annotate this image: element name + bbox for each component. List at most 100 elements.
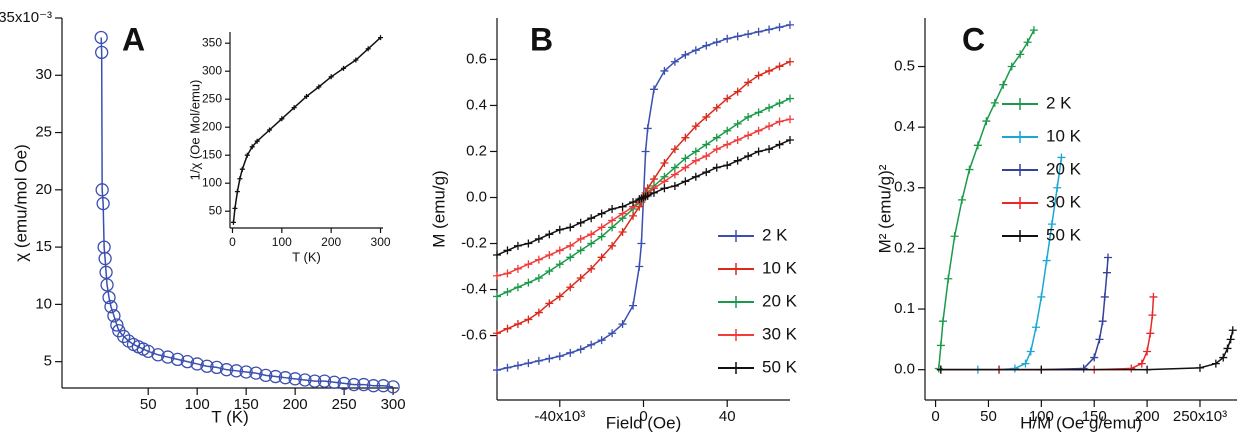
data-point [1103, 253, 1112, 262]
data-point [597, 223, 606, 232]
data-point [534, 356, 543, 365]
data-point [1195, 363, 1204, 372]
data-point [936, 365, 945, 374]
data-point [702, 41, 711, 50]
legend-label: 2 K [762, 225, 788, 244]
y-tick-label: -0.6 [461, 327, 487, 344]
data-point [754, 126, 763, 135]
legend-label: 50 K [1046, 225, 1082, 244]
data-point [754, 71, 763, 80]
data-point [278, 371, 292, 385]
data-point [744, 131, 753, 140]
data-point [259, 368, 273, 383]
data-point [317, 374, 332, 388]
data-point [990, 98, 999, 107]
legend-label: 30 K [1046, 192, 1082, 211]
data-point [110, 318, 124, 332]
data-point [1146, 329, 1155, 338]
data-point [1010, 364, 1019, 373]
y-tick-label: 25 [35, 124, 52, 141]
data-point [618, 320, 627, 329]
data-point [534, 308, 543, 317]
data-point [308, 374, 322, 388]
data-point [775, 62, 784, 71]
data-point [555, 225, 564, 234]
y-tick-label: 0.2 [894, 239, 915, 256]
panel-letter: A [122, 21, 145, 57]
data-point [587, 340, 596, 349]
data-point [670, 181, 679, 190]
data-point [100, 278, 114, 292]
x-tick-label: 150 [234, 396, 259, 413]
y-tick-label: 0.5 [894, 57, 915, 74]
data-point [279, 116, 285, 122]
data-point [712, 103, 721, 112]
data-point [999, 80, 1008, 89]
data-point [95, 45, 109, 60]
data-point [723, 94, 732, 103]
data-point [744, 30, 753, 39]
legend-label: 30 K [762, 324, 798, 343]
data-point [1057, 153, 1066, 162]
data-point [643, 124, 652, 133]
data-point [744, 112, 753, 121]
data-point [513, 241, 522, 250]
data-point [337, 376, 351, 391]
data-point [545, 267, 554, 276]
data-point [1029, 26, 1038, 35]
data-point [754, 27, 763, 36]
data-point [102, 290, 116, 305]
x-tick-label: 250 [332, 396, 357, 413]
data-point [637, 239, 646, 248]
plot-area [94, 30, 400, 394]
data-point [357, 377, 371, 392]
x-tick-label: 50 [140, 396, 157, 413]
data-point [775, 99, 784, 108]
data-point [1037, 365, 1046, 374]
data-point [786, 20, 794, 29]
data-point [545, 354, 554, 363]
data-point [744, 152, 753, 161]
x-tick-label: 150 [1082, 408, 1107, 425]
x-axis-label: Field (Oe) [606, 413, 682, 432]
data-point [268, 369, 283, 384]
data-point [608, 241, 617, 250]
data-point [587, 239, 596, 248]
data-point [597, 209, 606, 218]
data-point [608, 223, 617, 232]
data-point [597, 336, 606, 345]
data-point [1223, 344, 1232, 353]
plot-area [493, 20, 794, 375]
data-point [702, 168, 711, 177]
y-axis-label: M² (emu/g)² [875, 164, 894, 253]
data-point [608, 216, 617, 225]
data-point [733, 119, 742, 128]
y-axis-label: M (emu/g) [429, 170, 448, 247]
x-axis-label: T (K) [211, 407, 248, 426]
x-axis-label: H/M (Oe g/emu) [1020, 413, 1142, 432]
data-point [513, 283, 522, 292]
y-tick-label: 250 [202, 91, 222, 105]
data-point [291, 105, 297, 111]
data-point [691, 46, 700, 55]
data-point [1226, 335, 1235, 344]
data-point [1100, 292, 1109, 301]
y-tick-label: 0.3 [894, 179, 915, 196]
data-point [944, 274, 953, 283]
data-point [702, 152, 711, 161]
data-point [660, 66, 669, 75]
x-tick-label: 0 [229, 235, 236, 249]
data-point [316, 84, 322, 90]
y-tick-label: 0.4 [466, 96, 487, 113]
data-point [234, 189, 240, 195]
data-point [712, 133, 721, 142]
x-axis-label: T (K) [292, 249, 321, 264]
data-point [1037, 292, 1046, 301]
data-point [786, 94, 794, 103]
y-tick-label: 15 [35, 238, 52, 255]
data-point [1090, 353, 1099, 362]
data-point [493, 329, 501, 338]
x-tick-label: -40x10³ [534, 408, 585, 425]
data-point [649, 85, 658, 94]
data-point [938, 317, 947, 326]
